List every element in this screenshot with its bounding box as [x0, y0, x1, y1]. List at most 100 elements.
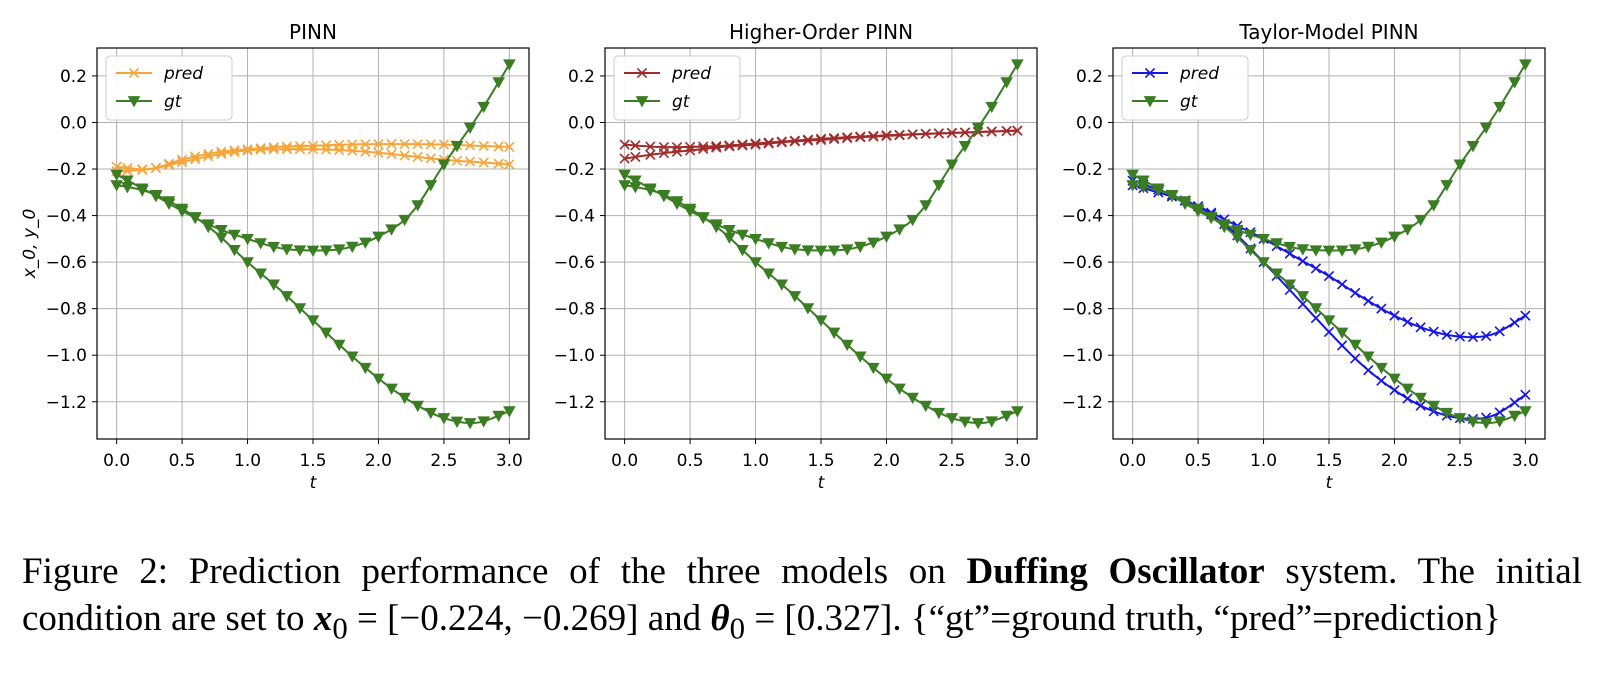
data-point: [762, 238, 775, 250]
data-point: [1402, 316, 1413, 328]
data-point: [1466, 416, 1480, 428]
data-point: [229, 145, 240, 156]
data-point: [504, 141, 515, 153]
y-tick-label: 0.2: [60, 67, 87, 87]
data-point: [801, 303, 815, 315]
caption-system: Duffing Oscillator: [966, 551, 1265, 592]
data-point: [163, 158, 175, 169]
data-point: [1011, 406, 1024, 418]
y-tick-label: −1.2: [554, 393, 595, 413]
data-point: [1217, 221, 1231, 234]
data-point: [1012, 125, 1023, 136]
x-tick-label: 1.5: [807, 451, 834, 471]
legend-marker: [127, 96, 141, 108]
data-point: [711, 140, 722, 152]
legend-marker: [1143, 96, 1157, 108]
data-point: [188, 212, 202, 224]
data-point: [255, 144, 266, 155]
data-point: [1414, 214, 1427, 227]
y-tick-label: −0.8: [554, 300, 595, 320]
data-point: [1283, 279, 1297, 291]
data-point: [137, 164, 148, 175]
data-point: [149, 189, 163, 202]
y-tick-label: −1.2: [1062, 393, 1103, 413]
y-tick-label: −0.8: [1062, 300, 1103, 320]
data-point: [709, 221, 723, 234]
data-point: [749, 233, 762, 246]
y-tick-label: 0.2: [568, 67, 595, 87]
data-point: [493, 141, 504, 152]
data-point: [802, 135, 814, 146]
data-point: [1270, 238, 1283, 250]
x-tick-label: 1.5: [299, 451, 326, 471]
data-point: [971, 122, 985, 134]
data-point: [1152, 185, 1165, 197]
data-point: [749, 257, 762, 269]
data-point: [373, 138, 384, 150]
data-point: [1323, 326, 1335, 338]
data-point: [267, 241, 281, 254]
x-tick-label: 0.0: [1119, 451, 1146, 471]
data-point: [1165, 189, 1179, 202]
x-tick-label: 0.5: [1185, 451, 1212, 471]
data-point: [881, 130, 892, 142]
data-point: [1244, 244, 1257, 257]
data-point: [1520, 310, 1531, 321]
data-point: [1440, 180, 1454, 192]
data-point: [684, 145, 696, 156]
data-point: [788, 244, 802, 256]
caption-x0-subscript: 0: [332, 611, 348, 646]
data-point: [359, 362, 372, 375]
caption-theta-symbol: θ: [710, 598, 730, 639]
data-point: [242, 144, 253, 155]
data-point: [1508, 410, 1521, 423]
data-point: [736, 244, 749, 257]
data-point: [1414, 392, 1427, 405]
data-point: [399, 138, 410, 150]
data-point: [360, 139, 371, 150]
data-point: [645, 141, 656, 152]
data-point: [789, 136, 800, 147]
data-point: [775, 279, 789, 291]
data-point: [1494, 407, 1505, 418]
data-point: [241, 257, 254, 269]
data-point: [1415, 400, 1426, 411]
data-point: [945, 159, 959, 171]
data-point: [1493, 416, 1506, 428]
data-point: [985, 416, 998, 428]
data-point: [880, 373, 893, 385]
data-point: [1427, 200, 1441, 212]
data-point: [1375, 362, 1388, 375]
data-point: [855, 132, 866, 143]
data-point: [827, 327, 841, 339]
data-point: [162, 196, 176, 208]
data-point: [867, 362, 880, 375]
data-point: [933, 128, 944, 139]
data-point: [958, 416, 972, 428]
legend-label-pred: pred: [1179, 64, 1219, 84]
caption-theta-subscript: 0: [729, 611, 746, 646]
data-point: [319, 327, 333, 339]
data-point: [1178, 196, 1192, 208]
data-point: [478, 157, 489, 168]
legend-marker: [128, 67, 140, 79]
data-point: [698, 143, 709, 155]
data-point: [1440, 407, 1454, 420]
data-point: [723, 232, 736, 244]
data-point: [1519, 406, 1532, 418]
data-point: [228, 244, 241, 257]
data-point: [492, 77, 505, 89]
data-point: [425, 139, 436, 150]
data-point: [1466, 141, 1480, 153]
x-tick-label: 2.5: [430, 451, 457, 471]
y-tick-label: −0.6: [46, 253, 87, 273]
x-tick-label: 0.5: [169, 451, 196, 471]
data-point: [190, 153, 201, 165]
data-point: [1509, 317, 1520, 328]
data-point: [493, 158, 504, 169]
data-point: [163, 159, 175, 171]
data-point: [853, 241, 867, 254]
data-point: [840, 244, 854, 256]
data-point: [919, 200, 933, 212]
data-point: [750, 139, 761, 150]
